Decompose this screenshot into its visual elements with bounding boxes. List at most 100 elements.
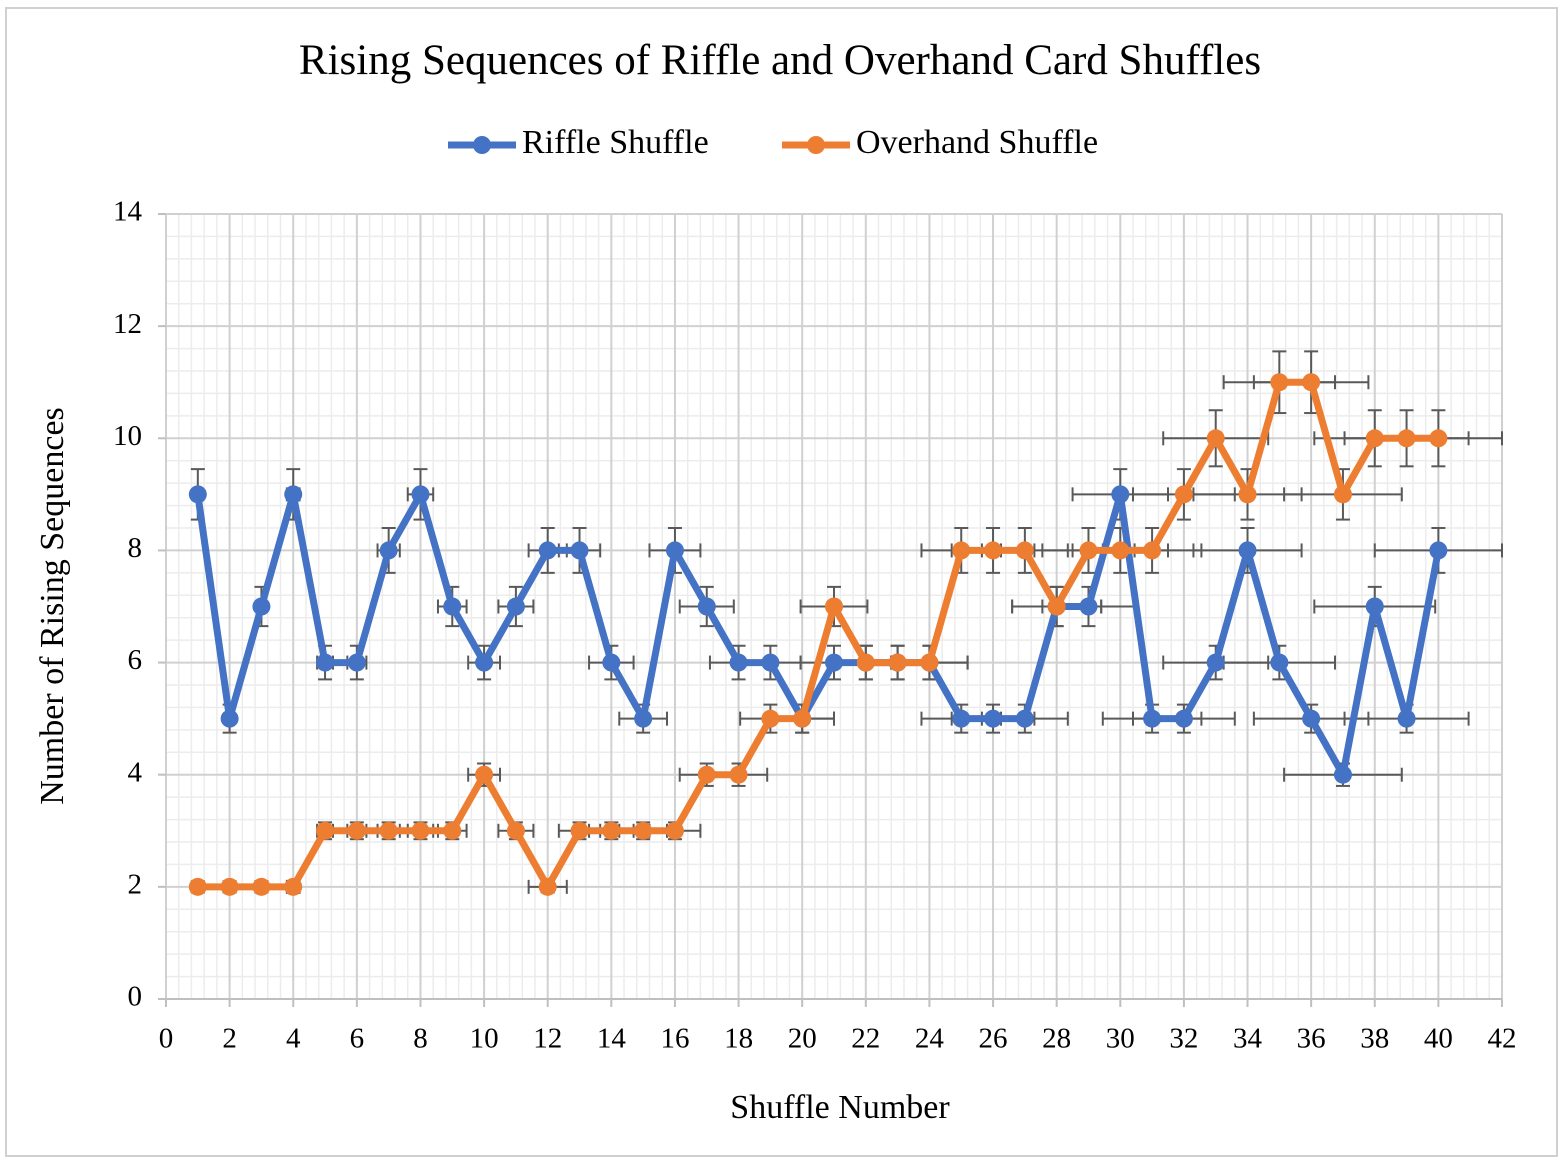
y-tick-label: 14 — [113, 196, 143, 228]
point — [570, 821, 589, 840]
point — [347, 821, 366, 840]
x-tick-label: 0 — [159, 1023, 174, 1055]
point — [888, 653, 907, 672]
point — [761, 653, 780, 672]
point — [761, 709, 780, 728]
x-tick-label: 42 — [1488, 1023, 1517, 1055]
point — [984, 709, 1003, 728]
point — [856, 653, 875, 672]
point — [1015, 541, 1034, 560]
series-line — [194, 490, 1442, 779]
point — [1047, 597, 1066, 616]
x-tick-label: 12 — [533, 1023, 562, 1055]
series-line — [197, 378, 1439, 891]
x-tick-label: 20 — [788, 1023, 817, 1055]
point — [1143, 709, 1162, 728]
x-tick-label: 2 — [222, 1023, 237, 1055]
point — [1079, 597, 1098, 616]
point — [665, 541, 684, 560]
legend-marker — [807, 136, 825, 154]
x-tick-label: 4 — [286, 1023, 301, 1055]
point — [1302, 373, 1321, 392]
point — [1270, 373, 1289, 392]
point — [1397, 709, 1416, 728]
point — [506, 821, 525, 840]
point — [825, 653, 843, 672]
point — [1174, 709, 1193, 728]
point — [220, 709, 239, 728]
point — [538, 877, 557, 896]
point — [1333, 485, 1352, 504]
y-axis-label: Number of Rising Sequences — [34, 407, 71, 805]
point — [347, 653, 366, 672]
point — [1206, 653, 1225, 672]
x-tick-label: 8 — [413, 1023, 428, 1055]
x-tick-label: 32 — [1169, 1023, 1198, 1055]
point — [316, 821, 335, 840]
y-tick-label: 6 — [128, 644, 143, 676]
x-tick-label: 10 — [470, 1023, 499, 1055]
point — [697, 597, 716, 616]
y-tick-label: 0 — [128, 981, 143, 1013]
legend-label: Riffle Shuffle — [522, 124, 709, 161]
x-tick-label: 30 — [1106, 1023, 1135, 1055]
point — [284, 485, 303, 504]
point — [1302, 709, 1321, 728]
point — [634, 821, 653, 840]
point — [188, 485, 207, 504]
point — [634, 709, 653, 728]
y-tick-label: 12 — [113, 308, 142, 340]
point — [697, 765, 716, 784]
point — [1111, 485, 1130, 504]
point — [1174, 485, 1193, 504]
y-tick-label: 4 — [128, 756, 143, 788]
point — [665, 821, 684, 840]
point — [602, 653, 621, 672]
point — [1365, 429, 1384, 448]
x-tick-label: 16 — [660, 1023, 689, 1055]
point — [1238, 485, 1257, 504]
chart-title: Rising Sequences of Riffle and Overhand … — [299, 37, 1261, 84]
point — [602, 821, 621, 840]
x-tick-label: 24 — [915, 1023, 945, 1055]
x-tick-label: 38 — [1360, 1023, 1389, 1055]
x-tick-label: 40 — [1424, 1023, 1453, 1055]
point — [1079, 541, 1098, 560]
x-tick-label: 14 — [597, 1023, 627, 1055]
point — [570, 541, 589, 560]
point — [952, 541, 971, 560]
point — [920, 653, 939, 672]
x-tick-label: 34 — [1233, 1023, 1263, 1055]
y-tick-label: 10 — [113, 420, 142, 452]
point — [1111, 541, 1130, 560]
point — [1270, 653, 1289, 672]
point — [1333, 765, 1352, 784]
y-tick-label: 8 — [128, 532, 143, 564]
point — [1238, 541, 1257, 560]
point — [284, 877, 303, 896]
point — [538, 541, 557, 560]
point — [729, 653, 748, 672]
plot — [188, 350, 1503, 896]
point — [1143, 541, 1162, 560]
point — [379, 541, 398, 560]
point — [411, 821, 430, 840]
point — [252, 877, 271, 896]
point — [443, 821, 462, 840]
x-tick-label: 6 — [350, 1023, 365, 1055]
point — [1206, 429, 1225, 448]
point — [506, 597, 525, 616]
point — [252, 597, 271, 616]
point — [1015, 709, 1034, 728]
point — [793, 709, 812, 728]
legend-marker — [473, 136, 491, 154]
point — [825, 597, 843, 616]
point — [1429, 541, 1448, 560]
point — [379, 821, 398, 840]
legend-label: Overhand Shuffle — [856, 124, 1098, 161]
x-tick-label: 28 — [1042, 1023, 1071, 1055]
point — [984, 541, 1003, 560]
point — [411, 485, 430, 504]
point — [443, 597, 462, 616]
